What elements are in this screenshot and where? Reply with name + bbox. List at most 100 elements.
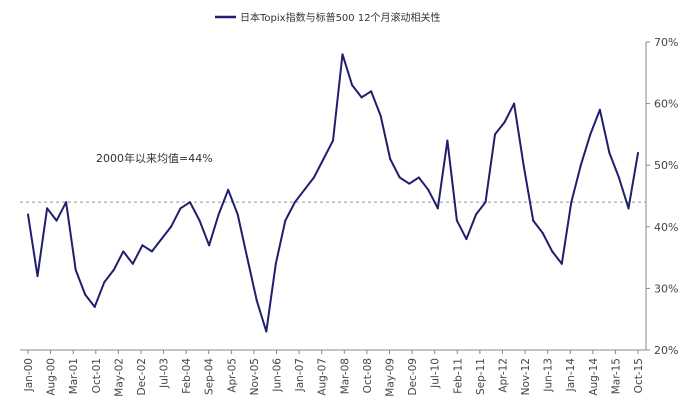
data-point	[551, 250, 554, 253]
data-point	[637, 151, 639, 154]
x-tick-label: Feb-11	[452, 358, 464, 394]
data-point	[93, 305, 96, 308]
x-tick-label: Oct-15	[633, 358, 645, 393]
x-tick-label: Jan-14	[565, 358, 577, 393]
data-point	[494, 133, 497, 136]
y-tick-label: 50%	[654, 159, 678, 172]
data-point	[303, 188, 306, 191]
data-point	[408, 182, 411, 185]
data-point	[36, 275, 39, 278]
data-point	[417, 176, 420, 179]
data-point	[312, 176, 315, 179]
x-tick-label: Aug-14	[588, 358, 600, 396]
y-tick-labels: 20% 30% 40% 50% 60% 70%	[646, 36, 678, 357]
data-point	[322, 158, 325, 161]
y-tick-label: 30%	[654, 282, 678, 295]
data-point	[169, 225, 172, 228]
x-tick-label: Mar-15	[610, 358, 622, 394]
series-points	[27, 53, 639, 333]
data-point	[484, 201, 487, 204]
x-tick-label: Apr-12	[497, 358, 509, 393]
data-point	[332, 139, 334, 142]
data-point	[560, 262, 563, 265]
data-point	[150, 250, 153, 253]
x-tick-label: Jan-07	[294, 358, 306, 392]
data-point	[293, 201, 296, 204]
data-point	[436, 207, 439, 210]
data-point	[198, 219, 201, 222]
x-tick-labels: Jan-00 Aug-00 Mar-01 Oct-01 May-02 Dec-02 Jul-…	[23, 350, 645, 397]
data-point	[84, 293, 87, 296]
x-tick-label: Dec-02	[136, 358, 148, 395]
data-point	[179, 207, 182, 210]
mean-annotation: 2000年以来均值=44%	[96, 151, 213, 165]
y-tick-label: 60%	[654, 98, 678, 111]
x-tick-label: Jul-03	[159, 358, 171, 389]
data-point	[227, 188, 230, 191]
data-point	[122, 250, 125, 253]
data-point	[27, 213, 29, 216]
data-point	[160, 238, 163, 241]
data-point	[532, 219, 535, 222]
data-point	[274, 262, 277, 265]
y-tick-label: 20%	[654, 344, 678, 357]
x-tick-label: Aug-00	[46, 358, 58, 396]
x-tick-label: Feb-04	[181, 358, 193, 394]
data-point	[103, 281, 106, 284]
y-tick-label: 70%	[654, 36, 678, 49]
data-point	[46, 207, 49, 210]
x-tick-label: Dec-09	[407, 358, 419, 395]
x-tick-label: Apr-05	[226, 358, 238, 393]
x-tick-label: Mar-01	[68, 358, 80, 394]
data-point	[427, 188, 430, 191]
x-tick-label: Oct-01	[91, 358, 103, 393]
x-tick-label: Nov-12	[520, 358, 532, 395]
x-tick-label: Sep-11	[475, 358, 487, 395]
data-point	[74, 268, 77, 271]
x-tick-label: May-02	[113, 358, 125, 397]
x-tick-label: Sep-04	[204, 358, 216, 395]
data-point	[627, 207, 630, 210]
y-tick-label: 40%	[654, 221, 678, 234]
data-point	[598, 108, 601, 111]
x-tick-label: Jul-10	[430, 358, 442, 389]
data-point	[389, 158, 392, 161]
data-point	[370, 90, 373, 93]
data-point	[189, 201, 192, 204]
data-point	[351, 84, 354, 87]
x-tick-label: May-09	[384, 358, 396, 397]
data-point	[141, 244, 144, 247]
legend-label: 日本Topix指数与标普500 12个月滚动相关性	[240, 11, 441, 24]
data-point	[474, 213, 477, 216]
data-point	[265, 330, 268, 333]
data-point	[208, 244, 211, 247]
data-point	[236, 213, 239, 216]
data-point	[217, 213, 220, 216]
x-tick-label: Nov-05	[249, 358, 261, 395]
data-point	[341, 53, 344, 56]
x-tick-label: Mar-08	[339, 358, 351, 394]
data-point	[398, 176, 401, 179]
data-point	[131, 262, 134, 265]
x-tick-label: Jun-06	[272, 358, 284, 393]
legend: 日本Topix指数与标普500 12个月滚动相关性	[215, 11, 441, 24]
data-point	[589, 133, 592, 136]
data-point	[570, 201, 573, 204]
data-point	[246, 256, 249, 259]
x-tick-label: Oct-08	[362, 358, 374, 393]
data-point	[284, 219, 287, 222]
data-point	[522, 164, 525, 167]
data-point	[379, 114, 382, 117]
x-tick-label: Aug-07	[317, 358, 329, 396]
data-point	[465, 238, 468, 241]
data-point	[255, 299, 258, 302]
data-point	[608, 151, 611, 154]
data-point	[55, 219, 58, 222]
data-point	[446, 139, 449, 142]
data-point	[360, 96, 363, 99]
data-point	[455, 219, 458, 222]
data-point	[503, 121, 506, 124]
data-point	[541, 231, 544, 234]
data-point	[112, 268, 115, 271]
